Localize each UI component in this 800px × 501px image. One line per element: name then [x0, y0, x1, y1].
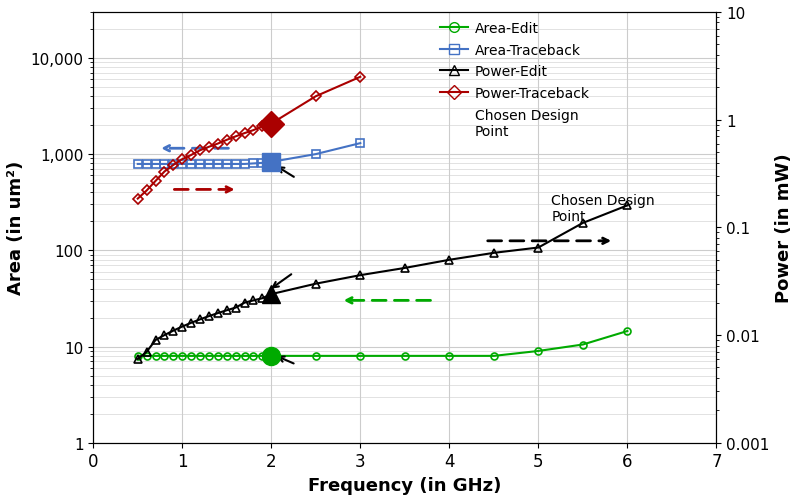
Y-axis label: Power (in mW): Power (in mW) — [775, 153, 793, 303]
Text: Chosen Design
Point: Chosen Design Point — [551, 193, 655, 223]
X-axis label: Frequency (in GHz): Frequency (in GHz) — [308, 476, 502, 494]
Legend: Area-Edit, Area-Traceback, Power-Edit, Power-Traceback, Chosen Design
Point: Area-Edit, Area-Traceback, Power-Edit, P… — [440, 22, 590, 138]
Y-axis label: Area (in um²): Area (in um²) — [7, 161, 25, 295]
